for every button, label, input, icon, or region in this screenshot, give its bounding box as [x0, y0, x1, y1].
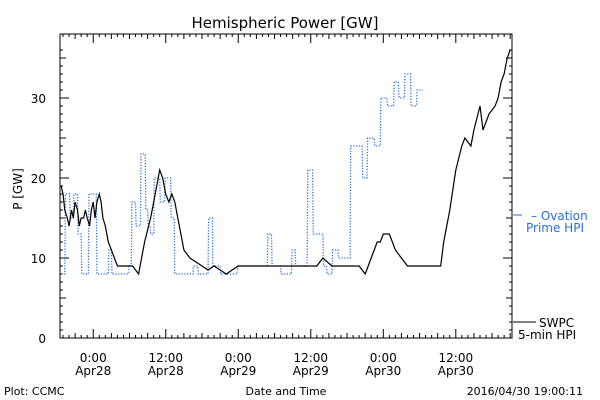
x-axis-label: Date and Time [246, 385, 327, 398]
chart-title: Hemispheric Power [GW] [192, 14, 379, 32]
legend-swpc-line2: 5-min HPI [518, 328, 576, 342]
x-tick-date-label: Apr28 [148, 364, 184, 378]
x-tick-time-label: 0:00 [225, 351, 252, 365]
y-tick-label: 0 [38, 332, 46, 346]
plot-area [59, 33, 513, 339]
x-tick-date-label: Apr30 [365, 364, 401, 378]
legend-swpc-line1: SWPC [539, 316, 574, 330]
y-axis-label: P [GW] [11, 168, 25, 210]
plot-frame [59, 33, 513, 339]
x-tick-time-label: 0:00 [370, 351, 397, 365]
x-tick-time-label: 12:00 [293, 351, 328, 365]
x-tick-date-label: Apr29 [293, 364, 329, 378]
x-tick-time-label: 12:00 [148, 351, 183, 365]
footer-timestamp: 2016/04/30 19:00:11 [467, 385, 583, 398]
y-axis-ticks: 0 10 20 30 [31, 49, 512, 346]
x-tick-date-label: Apr30 [438, 364, 474, 378]
x-tick-date-label: Apr28 [75, 364, 111, 378]
ovation-series-line [61, 73, 423, 275]
y-tick-label: 10 [31, 252, 46, 266]
x-tick-date-label: Apr29 [220, 364, 256, 378]
legend-ovation-line1: – Ovation [531, 209, 588, 223]
x-tick-time-label: 12:00 [439, 351, 474, 365]
footer-plot-credit: Plot: CCMC [4, 385, 65, 398]
legend-ovation-line2: Prime HPI [526, 221, 584, 235]
y-tick-label: 20 [31, 172, 46, 186]
x-axis-ticks: 0:00Apr2812:00Apr280:00Apr2912:00Apr290:… [62, 34, 511, 378]
x-tick-time-label: 0:00 [80, 351, 107, 365]
swpc-series-line [60, 49, 511, 276]
legend: – Ovation Prime HPI SWPC 5-min HPI [513, 209, 588, 342]
y-tick-label: 30 [31, 92, 46, 106]
series-layer [60, 49, 511, 276]
footer: Plot: CCMC Date and Time 2016/04/30 19:0… [4, 385, 583, 398]
